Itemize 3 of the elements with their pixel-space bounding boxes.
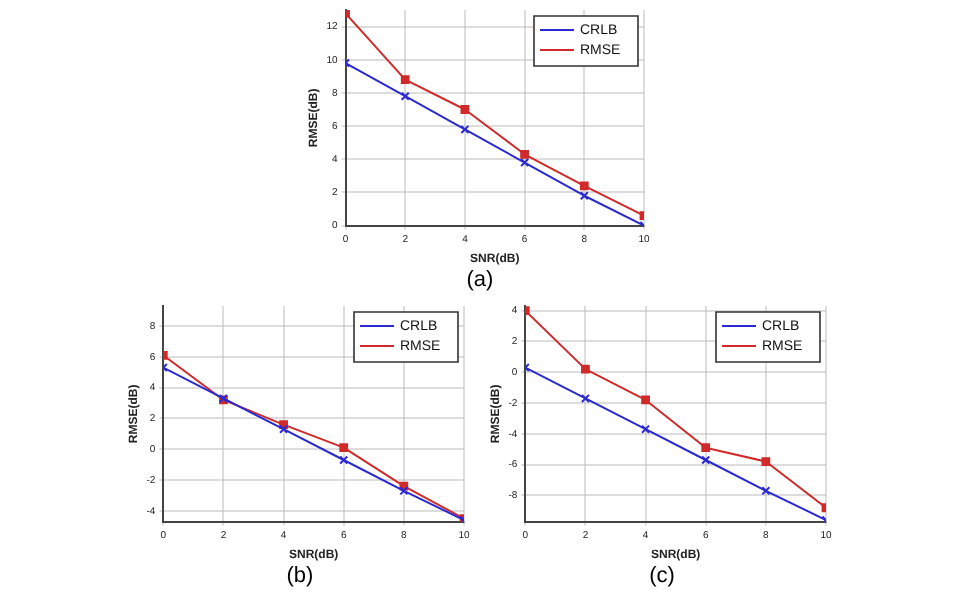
- text: (b): [284, 564, 316, 588]
- text: (c): [647, 564, 677, 588]
- text: (a): [464, 268, 496, 292]
